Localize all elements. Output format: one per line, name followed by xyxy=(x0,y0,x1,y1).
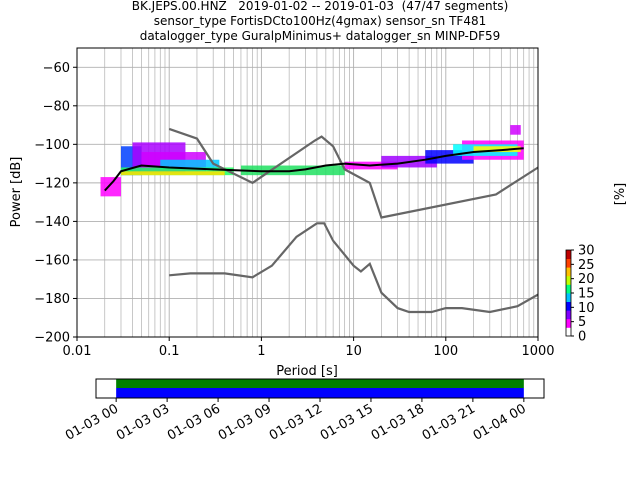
timeline-tick-label: 01-03 18 xyxy=(369,401,427,443)
mean-psd-polyline xyxy=(104,147,524,192)
colorbar-segment xyxy=(566,258,571,268)
colorbar-tick-label: 0 xyxy=(578,330,586,345)
chart-title-line-2: sensor_type FortisDCto100Hz(4gmax) senso… xyxy=(153,14,487,28)
timeline-blue-bar xyxy=(116,388,524,398)
colorbar-tick-label: 25 xyxy=(578,258,595,273)
psd-band xyxy=(160,159,220,170)
colorbar-segment xyxy=(566,267,571,277)
colorbar-segment xyxy=(566,250,571,259)
psd-band xyxy=(120,171,225,176)
y-axis-label: Power [dB] xyxy=(9,157,24,228)
colorbar-segment xyxy=(566,275,571,285)
colorbar-tick-label: 5 xyxy=(578,315,586,330)
colorbar-label: [%] xyxy=(613,183,628,206)
timeline-tick-label: 01-03 09 xyxy=(216,401,274,443)
x-tick-label: 0.1 xyxy=(159,344,180,359)
timeline-green-bar xyxy=(116,379,524,388)
colorbar-segment xyxy=(566,284,571,294)
colorbar-segment xyxy=(566,310,571,320)
colorbar-segment xyxy=(566,327,571,337)
x-tick-label: 1000 xyxy=(521,344,554,359)
colorbar-segment xyxy=(566,293,571,302)
y-tick-label: −180 xyxy=(34,292,70,307)
timeline-tick-label: 01-03 00 xyxy=(63,401,121,443)
y-tick-label: −160 xyxy=(34,253,70,268)
y-tick-label: −120 xyxy=(34,176,70,191)
plot-frame xyxy=(76,47,539,338)
x-tick-label: 0.01 xyxy=(63,344,92,359)
colorbar-segment xyxy=(566,318,571,328)
timeline-tick-label: 01-03 21 xyxy=(420,401,478,443)
y-tick-label: −100 xyxy=(34,138,70,153)
timeline-tick-label: 01-03 06 xyxy=(165,401,223,443)
x-tick-label: 100 xyxy=(433,344,458,359)
timeline-tick-label: 01-03 15 xyxy=(318,401,376,443)
y-tick-label: −200 xyxy=(34,331,70,346)
timeline-tick-label: 01-04 00 xyxy=(471,401,529,443)
low-noise-model-line xyxy=(169,222,538,314)
colorbar-tick-label: 20 xyxy=(578,272,595,287)
chart-title-line-1: BK.JEPS.00.HNZ 2019-01-02 -- 2019-01-03 … xyxy=(131,0,509,13)
colorbar-tick-label: 15 xyxy=(578,287,595,302)
x-tick-label: 10 xyxy=(345,344,362,359)
y-tick-label: −140 xyxy=(34,215,70,230)
psd-band xyxy=(473,146,521,153)
x-axis-label: Period [s] xyxy=(276,364,338,379)
psd-band xyxy=(510,125,521,135)
high-noise-model-line xyxy=(168,127,538,219)
y-tick-label: −80 xyxy=(43,99,70,114)
noise-model-lines xyxy=(168,127,538,314)
colorbar-segment xyxy=(566,301,571,311)
mean-psd-line xyxy=(104,147,524,192)
y-tick-label: −60 xyxy=(43,61,70,76)
grid xyxy=(76,48,538,338)
timeline-tick-label: 01-03 12 xyxy=(267,401,325,443)
y-axis: −60 −80 −100 −120 −140 −160 −180 −200 xyxy=(34,61,77,346)
psd-histogram xyxy=(100,125,524,197)
x-axis: 0.01 0.1 1 10 100 1000 xyxy=(63,337,555,359)
colorbar-tick-label: 30 xyxy=(578,244,595,259)
x-tick-label: 1 xyxy=(257,344,265,359)
colorbar-tick-label: 10 xyxy=(578,301,595,316)
psd-band xyxy=(100,177,121,197)
timeline-tick-label: 01-03 03 xyxy=(114,401,172,443)
chart-title-line-3: datalogger_type GuralpMinimus+ datalogge… xyxy=(139,29,501,43)
